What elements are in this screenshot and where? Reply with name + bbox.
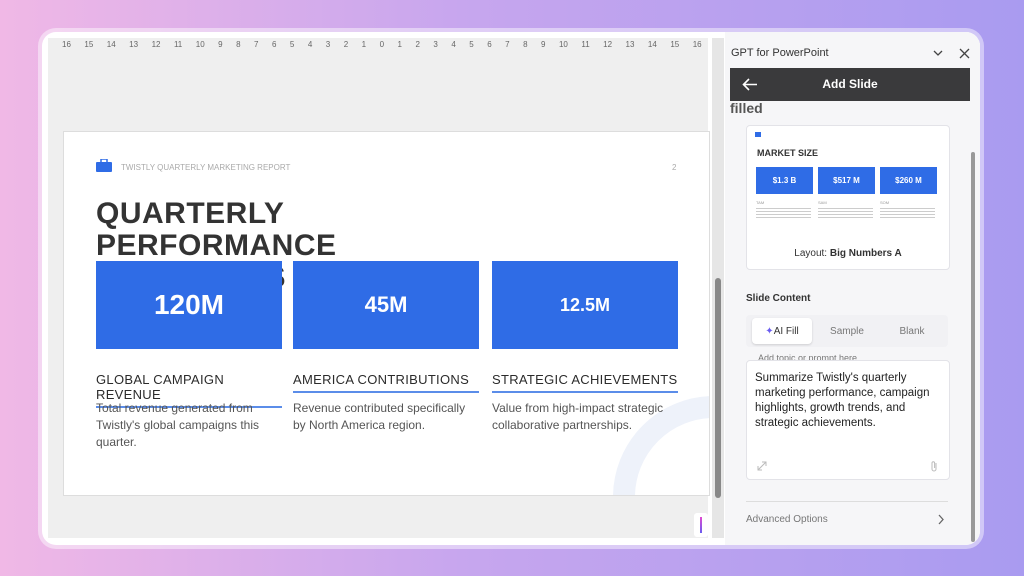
ruler-number: 3 bbox=[433, 40, 438, 49]
layout-caption: Layout: Big Numbers A bbox=[747, 248, 949, 259]
preview-label: SAM bbox=[818, 200, 827, 205]
ruler-number: 8 bbox=[236, 40, 241, 49]
prompt-textarea[interactable]: Summarize Twistly's quarterly marketing … bbox=[746, 360, 950, 480]
scrollbar[interactable] bbox=[712, 38, 724, 538]
divider bbox=[746, 501, 948, 502]
ruler-number: 7 bbox=[505, 40, 510, 49]
clipped-heading: filled bbox=[730, 100, 763, 116]
expand-icon[interactable] bbox=[757, 461, 767, 471]
stat-label: STRATEGIC ACHIEVEMENTS bbox=[492, 372, 678, 393]
window: 16 15 14 13 12 11 10 9 8 7 6 5 4 3 2 1 0 1 2 3 4 5 6 7 8 9 10 11 12 1… bbox=[42, 32, 980, 545]
window-controls[interactable] bbox=[932, 48, 972, 60]
ruler-number: 3 bbox=[325, 40, 331, 49]
ruler-number: 12 bbox=[151, 40, 161, 49]
scroll-thumb[interactable] bbox=[715, 278, 721, 498]
panel-scrollbar[interactable] bbox=[971, 152, 975, 542]
ruler-number: 14 bbox=[647, 40, 657, 49]
briefcase-icon bbox=[96, 159, 112, 172]
ruler-number: 11 bbox=[173, 40, 183, 49]
prompt-placeholder: Add topic or prompt here bbox=[758, 353, 858, 363]
section-title: Slide Content bbox=[746, 293, 811, 304]
tool-button[interactable] bbox=[694, 513, 708, 537]
ruler-number: 10 bbox=[195, 40, 205, 49]
stat-description: Total revenue generated from Twistly's g… bbox=[96, 401, 260, 449]
ruler-number: 16 bbox=[692, 40, 702, 49]
preview-icon bbox=[755, 132, 761, 137]
ruler-number: 6 bbox=[487, 40, 492, 49]
preview-lines bbox=[880, 208, 935, 220]
stat-label: AMERICA CONTRIBUTIONS bbox=[293, 372, 479, 393]
slide[interactable]: TWISTLY QUARTERLY MARKETING REPORT 2 QUA… bbox=[63, 131, 710, 496]
panel-title: Add Slide bbox=[822, 77, 878, 91]
side-panel: GPT for PowerPoint filled Add Slide MARK… bbox=[725, 32, 980, 545]
tab[interactable]: Blank bbox=[899, 325, 925, 337]
prompt-text: Summarize Twistly's quarterly marketing … bbox=[755, 372, 930, 429]
ruler-number: 7 bbox=[254, 40, 259, 49]
preview-label: TAM bbox=[756, 200, 765, 205]
decor-arc bbox=[613, 396, 709, 495]
ruler-number: 13 bbox=[129, 40, 139, 49]
ruler-number: 5 bbox=[289, 40, 295, 49]
preview-value: $517 M bbox=[818, 167, 875, 194]
preview-title: MARKET SIZE bbox=[757, 148, 819, 158]
back-button[interactable] bbox=[742, 78, 758, 91]
ruler-number: 10 bbox=[558, 40, 568, 49]
ruler-number: 14 bbox=[106, 40, 116, 49]
ruler-number: 4 bbox=[451, 40, 456, 49]
preview-value: $1.3 B bbox=[756, 167, 813, 194]
preview-lines bbox=[756, 208, 811, 220]
ruler-number: 12 bbox=[603, 40, 613, 49]
slide-header: TWISTLY QUARTERLY MARKETING REPORT bbox=[121, 163, 291, 172]
ruler-number: 6 bbox=[271, 40, 277, 49]
panel-header: Add Slide bbox=[730, 68, 970, 101]
ruler-number: 4 bbox=[307, 40, 313, 49]
ruler-number: 2 bbox=[415, 40, 420, 49]
stat-description: Revenue contributed specifically by Nort… bbox=[293, 401, 466, 432]
ruler-number: 5 bbox=[469, 40, 474, 49]
preview-label: SOM bbox=[880, 200, 890, 205]
ruler-number: 11 bbox=[581, 40, 590, 49]
page-number: 2 bbox=[672, 163, 677, 172]
ruler-number: 15 bbox=[84, 40, 94, 49]
editor: 16 15 14 13 12 11 10 9 8 7 6 5 4 3 2 1 0 1 2 3 4 5 6 7 8 9 10 11 12 1… bbox=[48, 38, 724, 538]
layout-label: Layout: bbox=[794, 248, 828, 259]
ruler-number: 1 bbox=[397, 40, 402, 49]
ruler-number: 13 bbox=[625, 40, 635, 49]
stat-label: GLOBAL CAMPAIGN REVENUE bbox=[96, 372, 282, 408]
ruler-number: 16 bbox=[62, 40, 71, 49]
ruler-number: 15 bbox=[670, 40, 680, 49]
panel-titlebar: GPT for PowerPoint bbox=[725, 32, 980, 68]
stat-description: Value from high-impact strategic collabo… bbox=[492, 401, 664, 432]
attach-icon[interactable] bbox=[929, 460, 939, 472]
chevron-right bbox=[938, 514, 944, 525]
preview-lines bbox=[818, 208, 873, 220]
ruler-number: 9 bbox=[541, 40, 546, 49]
ruler-number: 0 bbox=[379, 40, 385, 49]
ruler-number: 2 bbox=[343, 40, 349, 49]
ruler-number: 9 bbox=[218, 40, 223, 49]
stat-value: 120M bbox=[96, 261, 282, 349]
tab[interactable]: Sample bbox=[830, 325, 864, 337]
advanced-options[interactable]: Advanced Options bbox=[746, 514, 828, 525]
tool-icon bbox=[700, 517, 702, 533]
layout-name: Big Numbers A bbox=[829, 248, 902, 259]
ruler-number: 1 bbox=[361, 40, 367, 49]
stat-value: 12.5M bbox=[492, 261, 678, 349]
tab[interactable]: ✦ AI Fill bbox=[752, 318, 812, 344]
stat-value: 45M bbox=[293, 261, 479, 349]
app-title: GPT for PowerPoint bbox=[731, 47, 829, 59]
preview-value: $260 M bbox=[880, 167, 937, 194]
ruler-number: 8 bbox=[523, 40, 528, 49]
sparkle-icon: ✦ bbox=[765, 325, 774, 337]
ruler: 16 15 14 13 12 11 10 9 8 7 6 5 4 3 2 1 0 1 2 3 4 5 6 7 8 9 10 11 12 1… bbox=[62, 40, 702, 52]
layout-preview[interactable]: MARKET SIZE $1.3 B TAM $517 M SAM $260 M SOM … bbox=[746, 125, 950, 270]
